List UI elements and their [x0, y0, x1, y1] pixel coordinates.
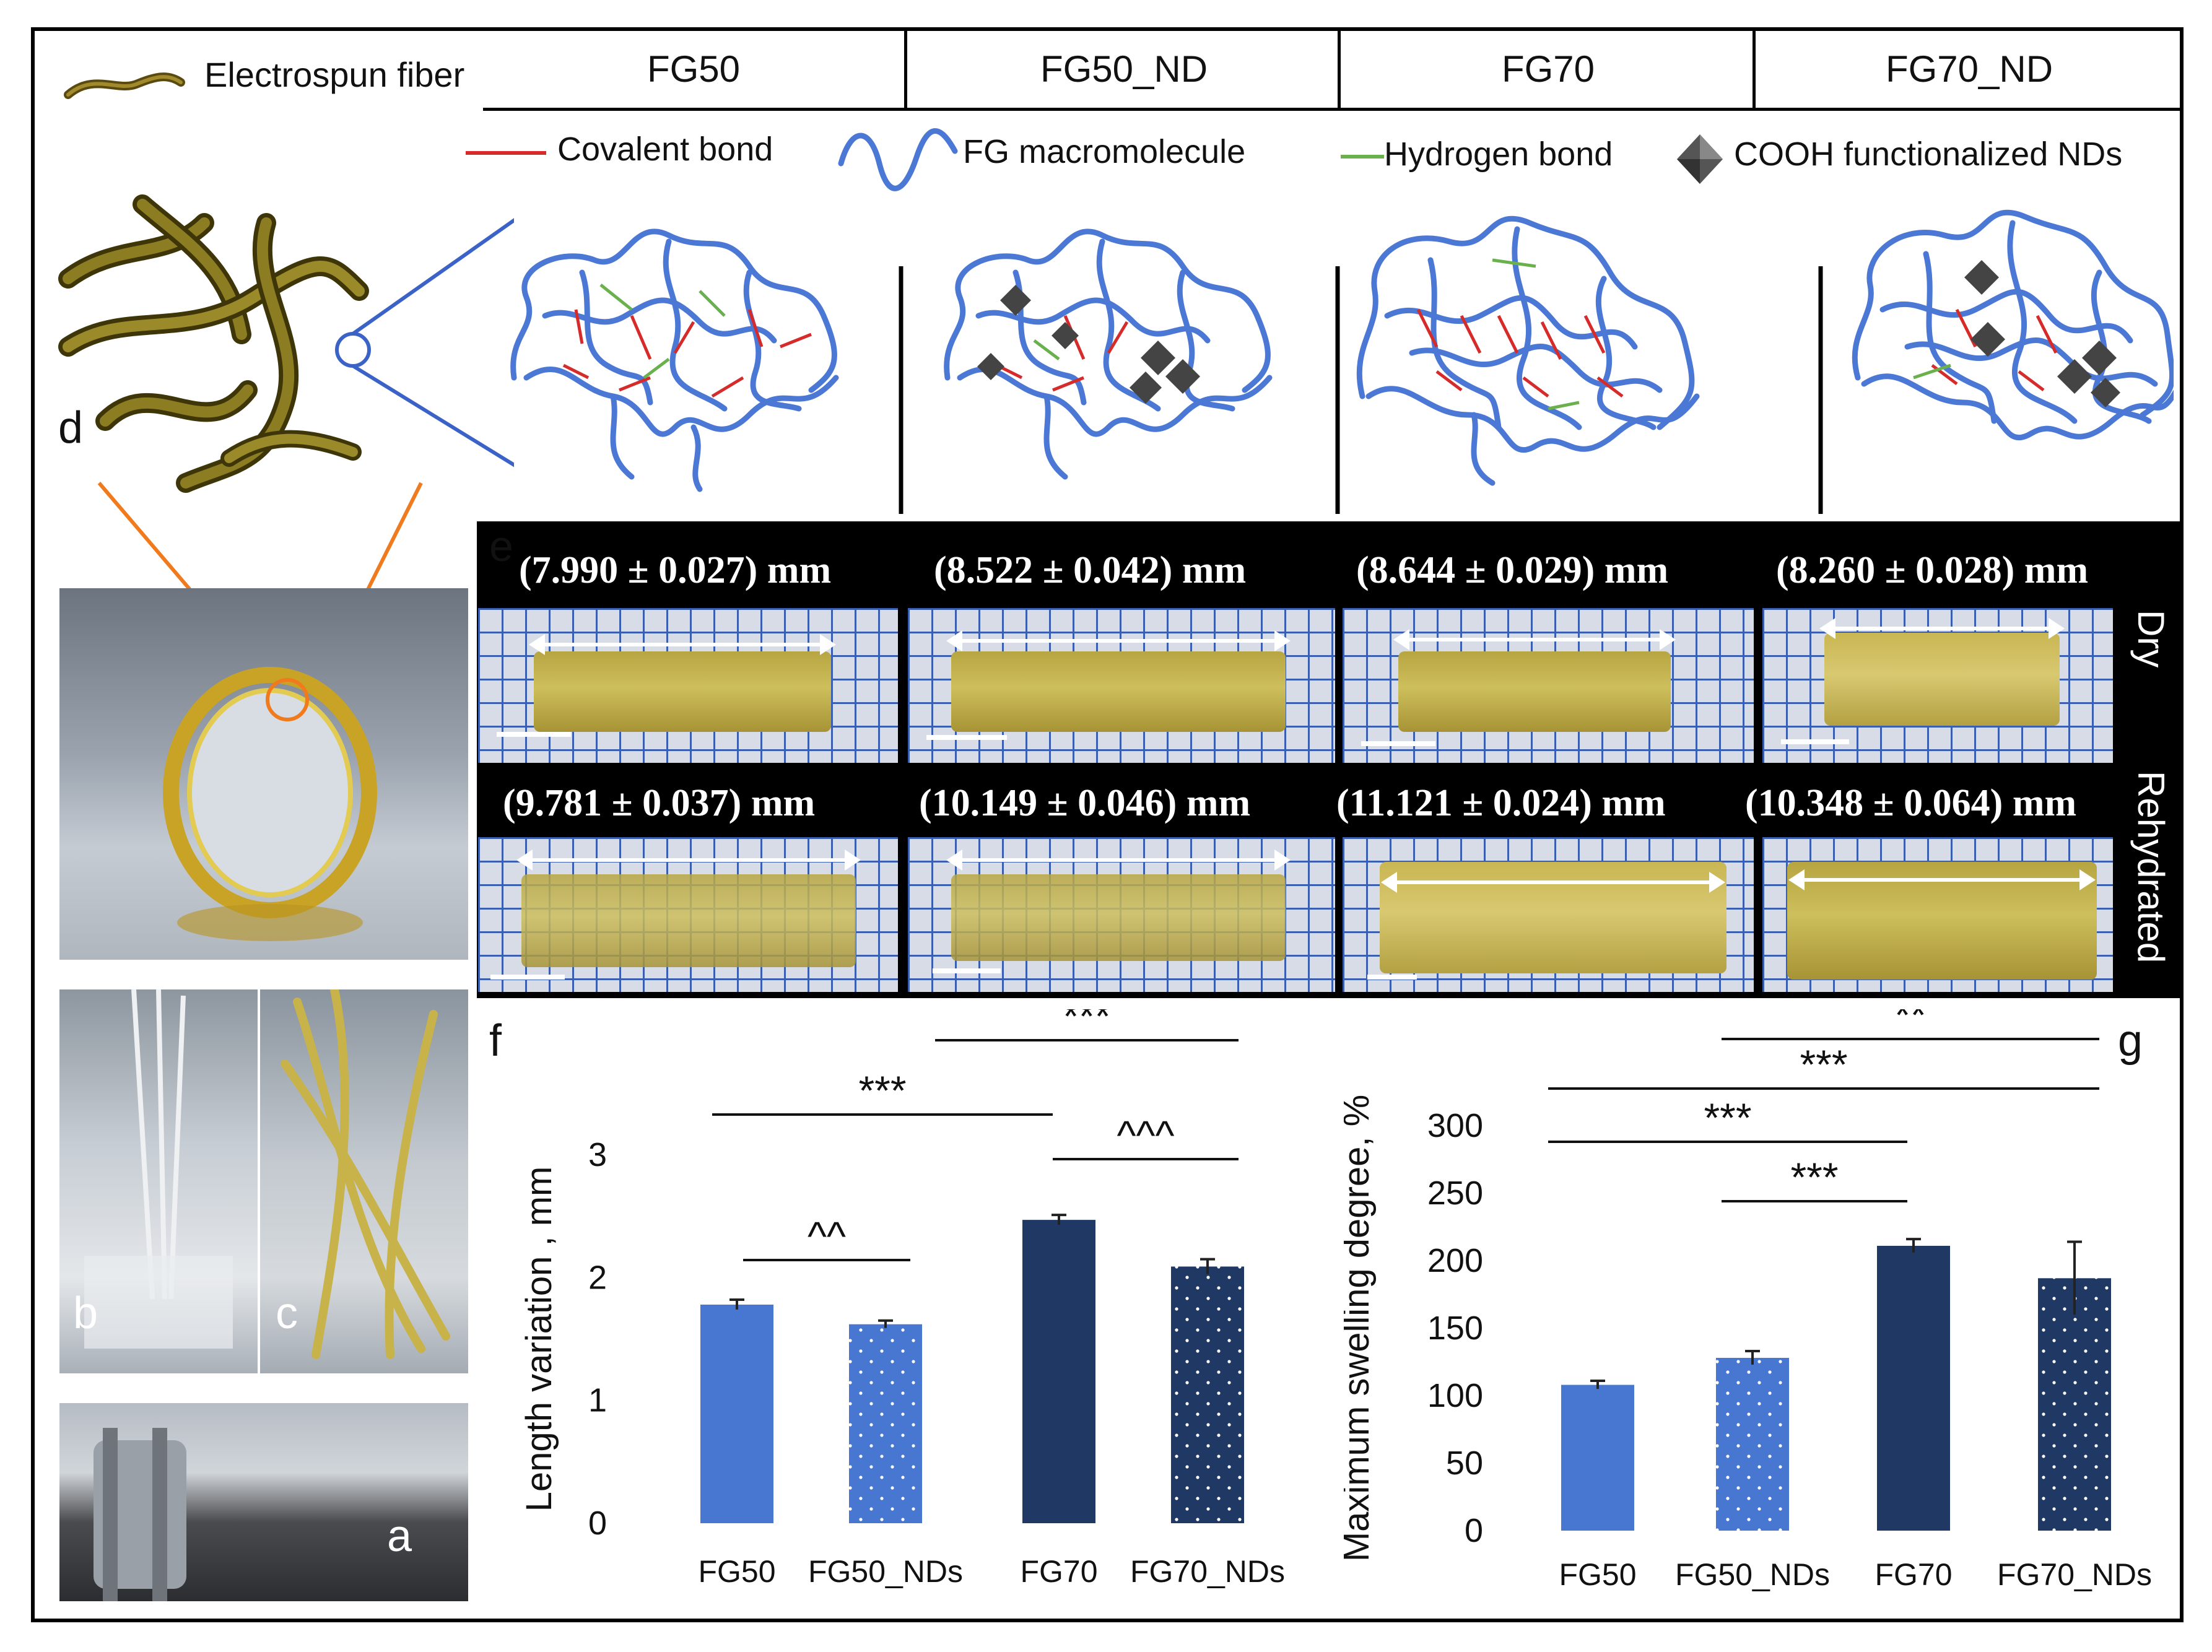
- rehydrated-length-fg70: (11.121 ± 0.024) mm: [1336, 782, 1666, 824]
- dry-sample-fg50: [478, 608, 898, 763]
- panel-b-label: b: [73, 1289, 98, 1338]
- panel-g-label: g: [2118, 1016, 2143, 1066]
- significance-label: ***: [1790, 1154, 1838, 1200]
- bar-fg70-nds: [2038, 1278, 2111, 1531]
- dry-sample-fg70-nd: [1762, 608, 2113, 763]
- nanodiamond-legend-label: COOH functionalized NDs: [1734, 136, 2123, 173]
- x-tick-label: FG70: [1020, 1554, 1097, 1589]
- y-tick-label: 1: [588, 1382, 607, 1419]
- rehydrated-length-fg70-nd: (10.348 ± 0.064) mm: [1745, 782, 2077, 824]
- macromolecule-legend-icon: [838, 128, 958, 191]
- panel-e-label: e: [489, 522, 513, 570]
- y-tick-label: 100: [1427, 1377, 1483, 1414]
- dry-length-fg50-nd: (8.522 ± 0.042) mm: [934, 549, 1247, 591]
- network-fg50-nd: [944, 228, 1273, 480]
- y-tick-label: 200: [1427, 1242, 1483, 1279]
- bar-fg50: [1561, 1385, 1634, 1531]
- rehydrated-length-fg50-nd: (10.149 ± 0.046) mm: [919, 782, 1251, 824]
- column-header-fg50: FG50: [483, 30, 904, 111]
- dry-length-fg70-nd: (8.260 ± 0.028) mm: [1776, 549, 2089, 591]
- x-tick-label: FG50_NDs: [1675, 1557, 1830, 1592]
- y-tick-label: 0: [1465, 1512, 1483, 1549]
- y-tick-label: 250: [1427, 1175, 1483, 1212]
- x-tick-label: FG50_NDs: [808, 1554, 963, 1589]
- bar-fg70: [1877, 1246, 1950, 1531]
- x-tick-label: FG70_NDs: [1997, 1557, 2152, 1592]
- collector-photo: [59, 1403, 468, 1601]
- x-tick-label: FG50: [698, 1554, 775, 1589]
- rehydrated-sample-fg50-nd: [908, 837, 1335, 992]
- rehydrated-row-label: Rehydrated: [2130, 771, 2172, 963]
- nanodiamond-legend-icon: [1677, 134, 1723, 184]
- network-fg70: [1356, 215, 1700, 486]
- column-header-label: FG70_ND: [1885, 48, 2053, 90]
- column-header-fg50-nd: FG50_ND: [904, 30, 1341, 111]
- beaker-photo-b: [59, 989, 258, 1373]
- significance-label: ***: [1800, 1041, 1847, 1087]
- tube-photo: [59, 588, 468, 960]
- y-tick-label: 0: [588, 1505, 607, 1542]
- covalent-bond-legend-line: [466, 151, 546, 155]
- beaker-photo-c: [260, 989, 468, 1373]
- column-header-fg70: FG70: [1338, 30, 1756, 111]
- bar-fg70-nds: [1171, 1266, 1244, 1523]
- rehydrated-length-fg50: (9.781 ± 0.037) mm: [503, 782, 816, 824]
- dry-sample-fg50-nd: [908, 608, 1335, 763]
- column-header-label: FG70: [1501, 48, 1595, 90]
- y-axis-title: Length variation , mm: [519, 1167, 559, 1512]
- fiber-legend-icon: [64, 72, 185, 99]
- dry-length-fg50: (7.990 ± 0.027) mm: [519, 549, 832, 591]
- y-tick-label: 2: [588, 1259, 607, 1296]
- dry-row-label: Dry: [2130, 610, 2172, 668]
- hydrogen-bond-legend-line: [1341, 155, 1384, 159]
- dry-length-fg70: (8.644 ± 0.029) mm: [1356, 549, 1669, 591]
- significance-label: ***: [1063, 1009, 1110, 1039]
- column-header-label: FG50_ND: [1040, 48, 1208, 90]
- network-illustrations: [510, 209, 2174, 514]
- fiber-legend-label: Electrospun fiber: [204, 55, 465, 94]
- network-fg50: [510, 228, 839, 492]
- swelling-degree-chart: 0 50 100 150 200 250 300 Maximum swelling degre…: [1344, 1009, 2152, 1592]
- y-tick-label: 3: [588, 1136, 607, 1173]
- panel-a-label: a: [387, 1511, 412, 1561]
- x-tick-label: FG70: [1875, 1557, 1952, 1592]
- tube-drawing: [163, 667, 377, 941]
- panel-d-label: d: [58, 403, 84, 453]
- macromolecule-legend-label: FG macromolecule: [963, 133, 1246, 170]
- y-axis-title: Maximum swelling degree, %: [1344, 1095, 1377, 1562]
- significance-label: **: [1894, 1009, 1926, 1038]
- x-tick-label: FG70_NDs: [1130, 1554, 1285, 1589]
- significance-label: ^^^: [1117, 1112, 1175, 1158]
- significance-label: ^^: [808, 1213, 846, 1259]
- bar-fg70: [1022, 1220, 1095, 1523]
- length-variation-chart: 0 1 2 3 Length variation , mm FG50 FG50_NDs FG7…: [519, 1009, 1285, 1589]
- rehydrated-sample-fg50: [478, 837, 898, 992]
- rehydrated-sample-fg70: [1343, 837, 1754, 992]
- fiber-mesh-illustration: [58, 194, 514, 493]
- significance-label: ***: [1704, 1095, 1751, 1141]
- covalent-bond-legend-label: Covalent bond: [557, 131, 773, 168]
- network-fg70-nd: [1852, 209, 2174, 441]
- y-tick-label: 150: [1427, 1310, 1483, 1347]
- hydrogen-bond-legend-label: Hydrogen bond: [1384, 136, 1613, 173]
- panel-f-label: f: [489, 1016, 502, 1066]
- bar-fg50-nds: [1716, 1357, 1789, 1531]
- bar-fg50: [700, 1304, 773, 1523]
- y-tick-label: 300: [1427, 1107, 1483, 1144]
- bar-fg50-nds: [849, 1324, 922, 1523]
- rehydrated-sample-fg70-nd: [1762, 837, 2113, 992]
- x-tick-label: FG50: [1559, 1557, 1636, 1592]
- column-header-label: FG50: [647, 48, 741, 90]
- y-tick-label: 50: [1446, 1445, 1483, 1482]
- significance-label: ***: [858, 1067, 906, 1113]
- column-header-fg70-nd: FG70_ND: [1753, 30, 2183, 111]
- panel-c-label: c: [276, 1289, 298, 1338]
- dry-sample-fg70: [1343, 608, 1754, 763]
